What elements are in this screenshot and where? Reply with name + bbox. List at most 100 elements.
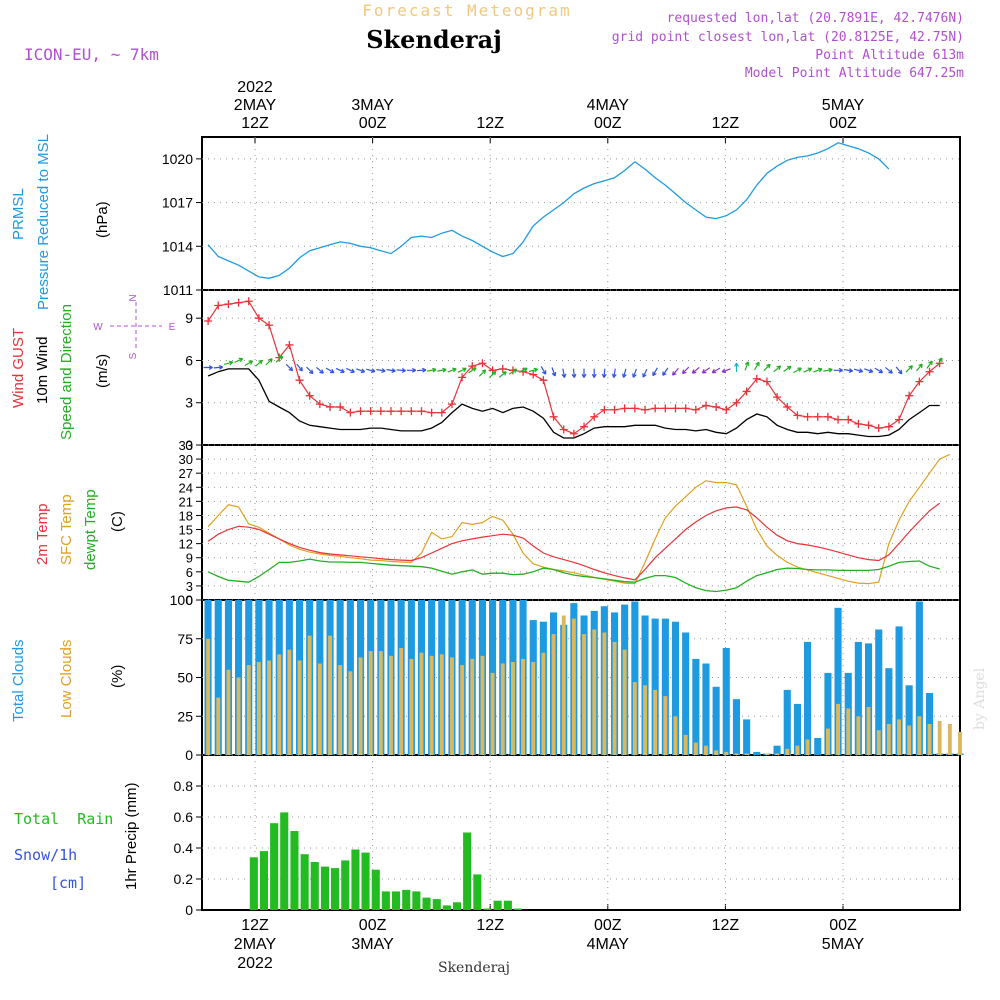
low-cloud-bar — [724, 751, 729, 755]
ytick-label: 1017 — [162, 195, 193, 211]
dewpt-series — [207, 558, 940, 593]
low-cloud-bar — [775, 753, 779, 755]
low-cloud-bar — [378, 651, 383, 755]
low-cloud-bar — [846, 708, 851, 755]
requested-coords: requested lon,lat (20.7891E, 42.7476N) — [667, 11, 964, 26]
wind-direction-arrow — [306, 366, 314, 375]
compass-w: W — [93, 322, 103, 333]
low-cloud-bar — [348, 671, 353, 755]
temp2m-label: 2m Temp — [34, 504, 51, 565]
model-altitude: Model Point Altitude 647.25m — [745, 66, 964, 81]
ytick-label: 0.6 — [174, 809, 194, 825]
compass-s: S — [128, 352, 139, 359]
gust-marker — [590, 412, 599, 421]
total-cloud-bar — [865, 643, 873, 755]
ytick-label: 30 — [179, 452, 193, 467]
low-cloud-bar — [897, 719, 901, 755]
snow-label: Snow/1h — [14, 846, 77, 864]
wind-direction-arrow — [763, 363, 771, 372]
bottom-time-label: 00Z — [829, 917, 857, 934]
gust-marker — [224, 300, 233, 309]
wind-direction-arrow — [864, 368, 874, 374]
gust-marker — [580, 422, 589, 431]
low-cloud-bar — [866, 707, 871, 755]
bottom-time-label: 12Z — [241, 917, 269, 934]
wind-direction-arrow — [874, 367, 884, 374]
ytick-label: 0.2 — [174, 871, 194, 887]
pressure-label-2: Pressure Reduced to MSL — [35, 134, 52, 310]
wind-direction-arrow — [275, 355, 283, 363]
low-cloud-bar — [419, 652, 424, 755]
bottom-time-axis: 12Z 2MAY 2022 00Z 3MAY 12Z 00Z 4MAY 12Z 00Z 5MAY — [234, 904, 865, 972]
low-cloud-bar — [490, 672, 495, 755]
low-cloud-bar — [653, 689, 658, 755]
ytick-label: 24 — [179, 480, 193, 495]
low-cloud-bar — [317, 663, 322, 755]
ytick-label: 50 — [177, 670, 193, 686]
low-cloud-bar — [826, 728, 830, 755]
bottom-time-label: 2MAY — [234, 936, 277, 953]
top-time-label: 3MAY — [351, 97, 394, 114]
wind-direction-arrow — [551, 367, 557, 377]
wind-direction-arrow — [803, 367, 813, 373]
gust-marker — [620, 404, 629, 413]
low-cloud-bar — [277, 654, 282, 756]
total-cloud-bar — [743, 719, 751, 755]
low-cloud-bar — [683, 734, 688, 755]
wind-direction-arrow — [296, 363, 303, 372]
low-cloud-bar — [531, 662, 536, 755]
total-cloud-bar — [783, 689, 791, 755]
wind-direction-arrow — [916, 363, 923, 372]
clouds-panel: Total Clouds Low Clouds (%) by Angel — [10, 639, 988, 730]
gust-marker — [549, 412, 558, 421]
ytick-label: 1014 — [162, 238, 193, 254]
low-cloud-bar — [937, 720, 942, 755]
location-title: Skenderaj — [366, 25, 502, 54]
wind-direction-arrow — [672, 367, 679, 376]
gust-marker — [458, 373, 467, 382]
low-cloud-bar — [541, 652, 546, 755]
rain-bar — [259, 851, 268, 910]
gust-marker — [813, 412, 822, 421]
gust-marker — [854, 419, 863, 428]
rain-bar — [320, 866, 329, 910]
pressure-ylabel: (hPa) — [94, 201, 111, 238]
low-cloud-bar — [358, 657, 363, 755]
rain-label: Total Rain — [14, 810, 113, 828]
rain-bar — [402, 889, 411, 910]
low-clouds-label: Low Clouds — [58, 640, 75, 718]
wind-direction-arrow — [681, 366, 690, 375]
rain-bar — [432, 899, 441, 910]
bottom-time-label: 00Z — [594, 917, 622, 934]
gust-marker — [386, 407, 395, 416]
total-cloud-bar — [661, 618, 669, 755]
low-cloud-bar — [886, 724, 891, 755]
gust-marker — [641, 405, 650, 414]
low-cloud-bar — [500, 663, 505, 755]
rain-bar — [351, 849, 360, 910]
low-cloud-bar — [917, 716, 922, 756]
gust-marker — [559, 425, 568, 434]
top-time-label: 4MAY — [587, 97, 630, 114]
wind-direction-arrow — [468, 367, 477, 374]
clouds-ylabel: (%) — [109, 665, 126, 688]
low-cloud-bar — [856, 716, 861, 756]
ytick-label: 3 — [185, 395, 193, 411]
wind-direction-arrow — [905, 365, 913, 373]
low-cloud-bar — [765, 753, 769, 755]
total-cloud-bar — [712, 686, 720, 755]
wind-direction-arrow — [255, 359, 263, 367]
gust-marker — [447, 400, 456, 409]
total-cloud-bar — [641, 615, 649, 755]
ytick-label: 0 — [186, 593, 193, 608]
wind-gust-label: Wind GUST — [10, 328, 27, 408]
wind-direction-arrow — [316, 366, 324, 374]
low-cloud-bar — [429, 655, 434, 755]
gust-marker — [265, 321, 274, 330]
wind-gust-series — [207, 300, 941, 435]
wind-direction-arrow — [213, 364, 224, 370]
snow-unit: [cm] — [50, 874, 86, 892]
top-time-label: 00Z — [829, 115, 857, 132]
